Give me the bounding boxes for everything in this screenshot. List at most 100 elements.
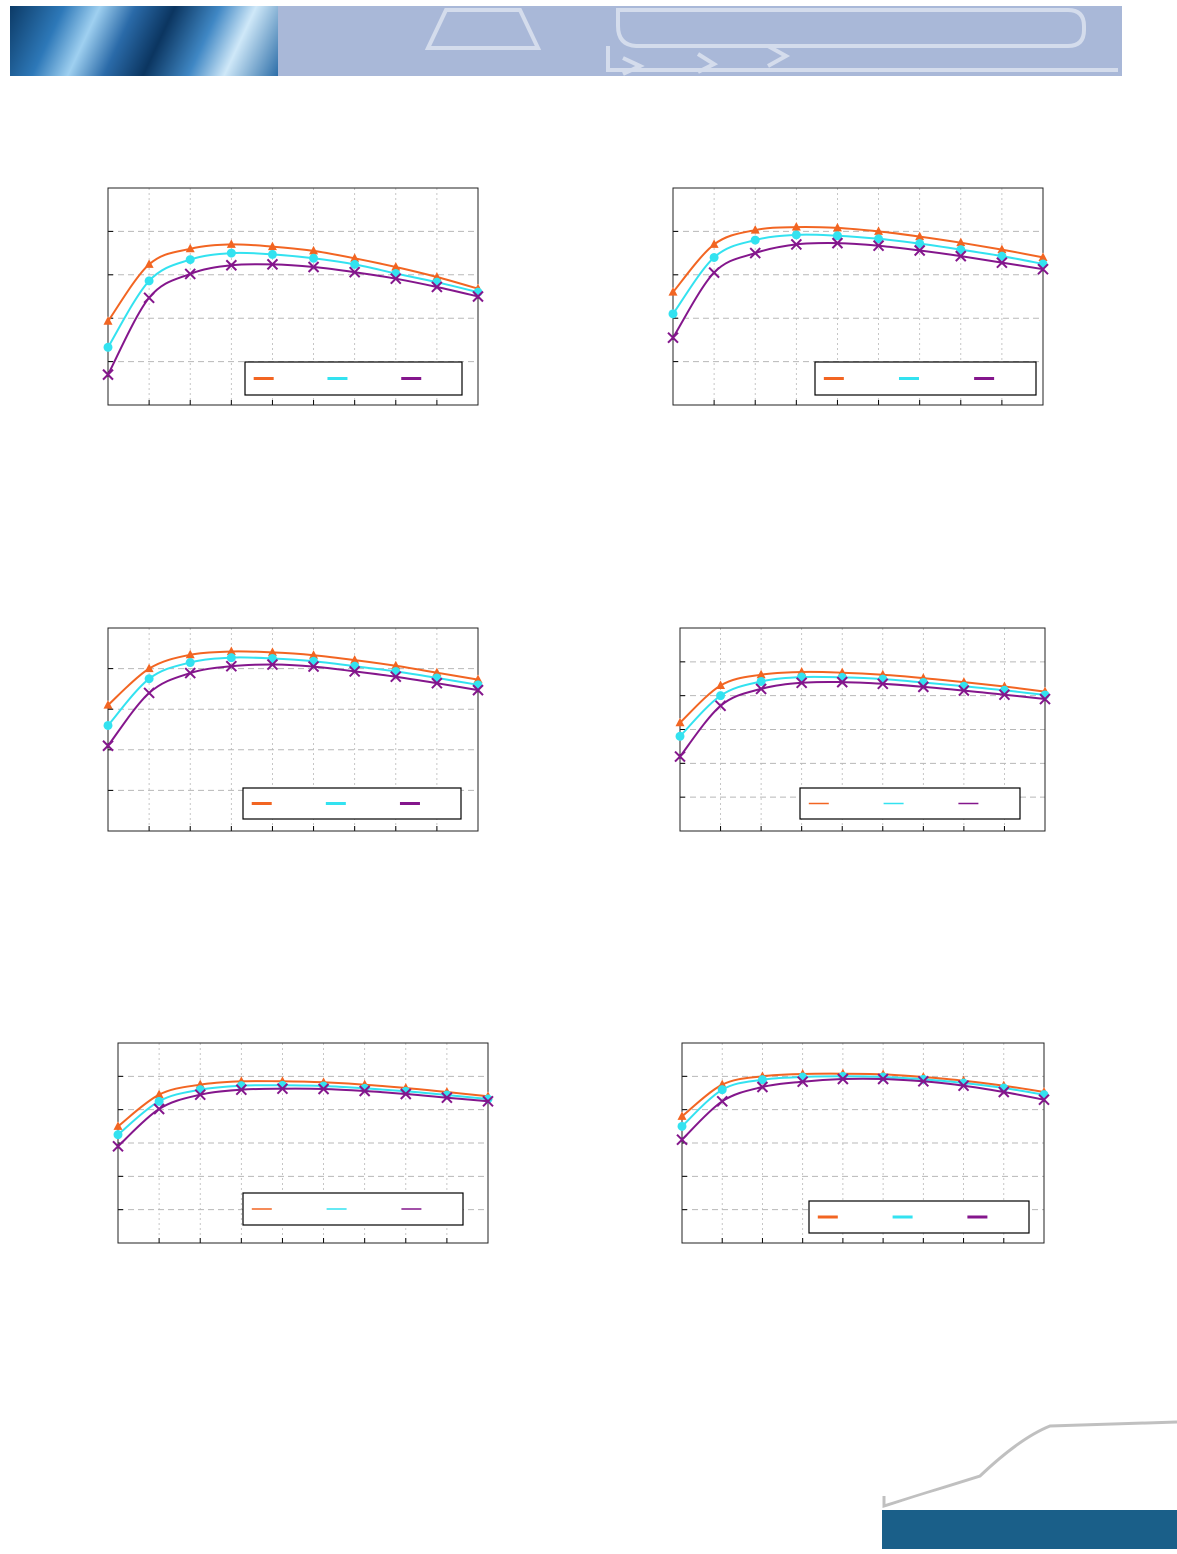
- series-2-point: [185, 255, 195, 265]
- series-1-point: [350, 253, 360, 262]
- series-3-point: [872, 240, 885, 252]
- series-3-point: [317, 1083, 330, 1095]
- series-3-point: [917, 681, 930, 693]
- series-2-point: [750, 235, 760, 245]
- series-1-point: [675, 717, 685, 727]
- series-2-point: [756, 676, 766, 686]
- series-1-point: [185, 243, 195, 253]
- series-2-point: [757, 1075, 767, 1085]
- series-3-point: [348, 665, 361, 678]
- series-3-point: [184, 268, 196, 280]
- series-1-point: [350, 655, 360, 664]
- plot-frame: [117, 1042, 489, 1244]
- series-3-point: [235, 1083, 248, 1096]
- series-2-point: [878, 674, 888, 684]
- series-3-point: [266, 258, 279, 271]
- series-2-point: [103, 720, 113, 730]
- series-1-point: [144, 259, 154, 268]
- series-3-line: [672, 241, 1044, 339]
- series-3-point: [831, 237, 844, 249]
- series-2-point: [798, 1072, 808, 1082]
- series-2-point: [113, 1130, 123, 1140]
- series-3-line: [117, 1087, 489, 1148]
- series-3-point: [112, 1140, 124, 1153]
- series-1-point: [915, 231, 925, 241]
- series-1-point: [668, 287, 678, 296]
- series-3-point: [996, 256, 1008, 269]
- series-1-line: [679, 670, 1046, 724]
- series-3-point: [795, 677, 808, 689]
- series-2-point: [267, 249, 277, 259]
- chart-4: [670, 620, 1055, 835]
- series-3-point: [998, 688, 1011, 701]
- series-2-point: [717, 1085, 727, 1095]
- series-3-point: [877, 1073, 889, 1085]
- series-3-point: [358, 1085, 371, 1097]
- series-3-point: [184, 667, 196, 679]
- series-2-line: [672, 233, 1044, 315]
- series-2-point: [675, 731, 685, 741]
- series-1-point: [677, 1111, 687, 1120]
- banner-band: [278, 6, 1122, 76]
- series-1-line: [107, 650, 479, 706]
- series-2-point: [226, 248, 236, 258]
- series-1-point: [226, 646, 236, 656]
- series-1-point: [997, 244, 1007, 254]
- series-3-point: [431, 677, 443, 689]
- series-3-point: [143, 292, 155, 304]
- series-2-point: [956, 245, 966, 255]
- series-3-point: [837, 1073, 849, 1085]
- legend-box: [242, 787, 462, 820]
- series-3-point: [958, 684, 970, 697]
- series-2-point: [915, 239, 925, 249]
- series-1-line: [117, 1080, 489, 1128]
- series-3-point: [756, 1081, 769, 1093]
- series-3-line: [107, 663, 479, 747]
- series-1-point: [309, 245, 319, 255]
- series-3-point: [676, 1133, 688, 1146]
- company-logo: [880, 1418, 1177, 1549]
- series-1-point: [874, 226, 884, 235]
- series-3-point: [955, 250, 967, 262]
- series-3-point: [877, 678, 889, 690]
- series-3-point: [390, 671, 402, 683]
- series-3-point: [674, 750, 686, 763]
- series-3-point: [667, 332, 679, 344]
- series-1-line: [672, 225, 1044, 293]
- series-1-point: [391, 660, 401, 670]
- series-3-point: [913, 244, 926, 257]
- legend-box: [814, 361, 1037, 396]
- series-2-point: [103, 342, 113, 352]
- chart-6: [672, 1035, 1057, 1250]
- series-3-point: [194, 1088, 206, 1101]
- series-3-point: [716, 1095, 728, 1108]
- series-1-point: [267, 241, 277, 251]
- banner-photo: [10, 6, 278, 76]
- series-3-point: [998, 1086, 1010, 1098]
- plot-frame: [681, 1042, 1045, 1244]
- series-1-point: [391, 261, 401, 271]
- series-2-point: [677, 1121, 687, 1131]
- series-3-line: [679, 680, 1046, 758]
- series-3-point: [708, 266, 720, 279]
- series-1-point: [103, 316, 113, 325]
- series-3-point: [307, 660, 320, 673]
- series-1-point: [144, 663, 154, 673]
- series-2-point: [716, 691, 726, 701]
- plot-frame: [672, 187, 1044, 406]
- series-1-point: [756, 669, 766, 679]
- series-3-point: [482, 1095, 494, 1108]
- series-2-point: [997, 251, 1007, 261]
- series-3-point: [472, 290, 484, 303]
- series-3-line: [107, 263, 479, 376]
- series-2-point: [267, 653, 277, 663]
- series-2-point: [309, 253, 319, 263]
- series-3-point: [225, 259, 238, 271]
- series-3-point: [1039, 693, 1051, 705]
- series-1-point: [432, 667, 442, 677]
- series-3-point: [390, 272, 402, 285]
- chart-2: [665, 180, 1055, 410]
- series-1-point: [113, 1121, 123, 1130]
- header-banner: [10, 6, 1122, 76]
- series-1-point: [185, 649, 195, 659]
